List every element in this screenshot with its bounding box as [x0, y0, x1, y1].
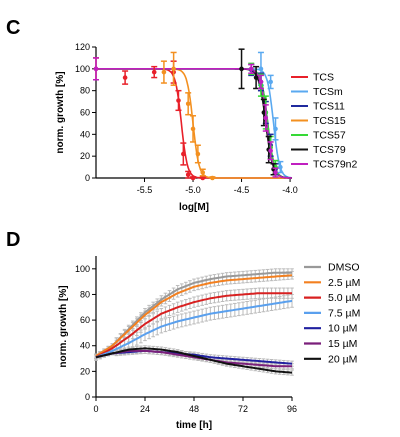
legend-label: 15 µM [328, 338, 357, 350]
data-point [263, 115, 269, 121]
x-tick-label: 24 [140, 404, 150, 414]
data-point [93, 66, 99, 72]
legend-label: TCS57 [313, 130, 346, 142]
data-point [273, 126, 278, 132]
legend-label: TCS11 [313, 101, 345, 113]
fit-curve-TCS79n2 [96, 68, 293, 179]
data-point [268, 148, 273, 154]
x-tick-label: 96 [287, 404, 297, 414]
x-tick-label: -4.0 [282, 185, 298, 195]
y-tick-label: 120 [75, 42, 90, 52]
series-line-10-µM [95, 349, 293, 365]
y-axis-label: norm. growth [%] [58, 285, 69, 367]
data-point [171, 66, 176, 72]
legend-label: 2.5 µM [328, 277, 360, 289]
legend-label: 5.0 µM [328, 292, 360, 304]
legend-label: 10 µM [328, 323, 357, 335]
legend-label: 7.5 µM [328, 307, 360, 319]
data-point [261, 110, 267, 115]
x-tick-label: 48 [189, 404, 199, 414]
x-tick-label: 72 [238, 404, 248, 414]
series-line-20-µM [95, 347, 293, 374]
legend-label: TCS15 [313, 115, 346, 127]
legend-label: TCS79 [313, 144, 346, 156]
series-line-2.5-µM [95, 274, 293, 357]
y-tick-label: 0 [85, 392, 90, 402]
y-tick-label: 40 [80, 129, 90, 139]
legend-label: TCSm [313, 86, 343, 98]
y-tick-label: 0 [85, 173, 90, 183]
x-tick-label: -5.5 [137, 185, 153, 195]
panel-c-letter: C [6, 17, 21, 39]
data-point [122, 75, 128, 80]
legend-label: TCS79n2 [313, 159, 358, 171]
data-point [185, 101, 191, 107]
y-tick-label: 60 [80, 108, 90, 118]
y-tick-label: 20 [80, 151, 90, 161]
y-tick-label: 100 [75, 264, 90, 274]
data-point [151, 69, 157, 75]
data-point [200, 175, 206, 181]
data-point [258, 66, 264, 72]
data-point [190, 175, 196, 181]
data-point [190, 126, 196, 132]
legend-label: DMSO [328, 262, 360, 274]
panel-d-letter: D [6, 229, 21, 251]
data-point [195, 151, 201, 157]
x-tick-label: -5.0 [185, 185, 201, 195]
series-line-15-µM [95, 349, 292, 368]
data-point [185, 172, 191, 178]
data-point [210, 175, 215, 181]
x-tick-label: 0 [93, 404, 98, 414]
y-axis-label: norm. growth [%] [55, 71, 66, 153]
y-tick-label: 40 [80, 341, 90, 351]
data-point [268, 79, 273, 85]
data-point [161, 69, 167, 75]
x-axis-label: log[M] [179, 202, 209, 213]
data-point [200, 170, 206, 175]
legend-label: TCS [313, 72, 334, 84]
y-tick-label: 80 [80, 289, 90, 299]
data-point [273, 170, 278, 175]
data-point [248, 66, 254, 72]
series-line-7.5-µM [95, 299, 293, 359]
data-point [239, 66, 244, 72]
y-tick-label: 80 [80, 86, 90, 96]
y-tick-label: 20 [80, 366, 90, 376]
data-point [278, 164, 283, 170]
y-tick-label: 60 [80, 315, 90, 325]
data-point [253, 75, 259, 80]
data-point [258, 79, 264, 85]
data-point [181, 151, 186, 157]
y-tick-label: 100 [75, 64, 90, 74]
x-tick-label: -4.5 [234, 185, 250, 195]
legend-label: 20 µM [328, 353, 357, 365]
series-line-5.0-µM [95, 292, 292, 359]
data-point [176, 98, 181, 103]
x-axis-label: time [h] [176, 420, 212, 431]
